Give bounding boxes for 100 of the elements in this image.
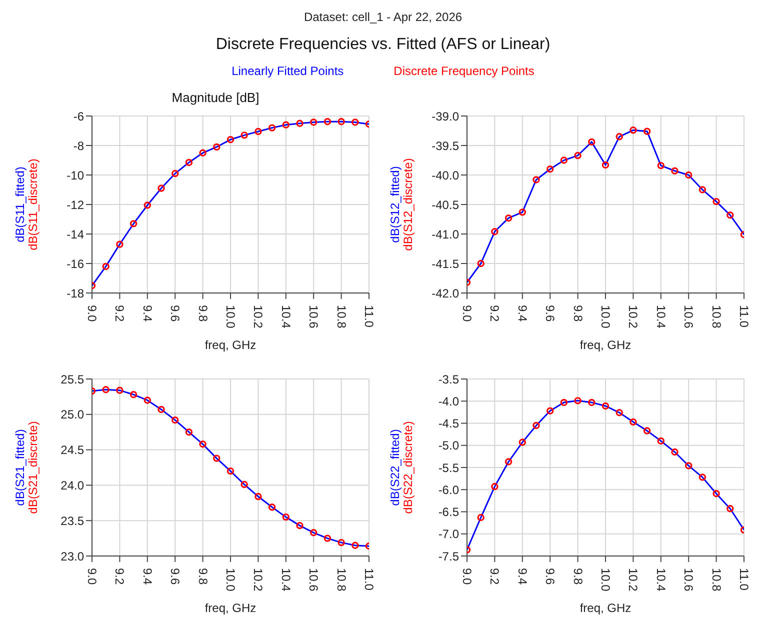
x-tick-label: 9.8 [196, 305, 210, 322]
point [698, 186, 706, 194]
point [518, 208, 526, 216]
text: Dataset: cell_1 - Apr 22, 2026 [302, 9, 464, 24]
point [352, 118, 359, 126]
y-tick-label: -8 [73, 138, 84, 153]
x-tick-label: 9.4 [140, 568, 154, 586]
point [199, 440, 206, 448]
x-tick-label: 11.0 [737, 568, 751, 591]
x-tick-label: 9.4 [140, 305, 154, 322]
point [338, 118, 345, 126]
point [560, 398, 568, 406]
point [158, 184, 165, 192]
text: Discrete Frequencies vs. Fitted (AFS or Linear) [214, 36, 552, 54]
x-tick-label: 10.0 [224, 305, 238, 329]
point [685, 462, 692, 470]
point [685, 171, 692, 179]
y-tick-label: 23.0 [60, 549, 84, 564]
point [102, 262, 110, 270]
point [254, 128, 262, 136]
point [616, 133, 623, 140]
point [643, 427, 651, 434]
point [130, 220, 138, 228]
point [185, 428, 193, 436]
x-tick-label: 10.4 [278, 568, 293, 592]
x-tick-label: 10.8 [709, 305, 724, 329]
x-tick-label: 9.2 [488, 305, 502, 322]
point [116, 386, 124, 394]
x-tick-label: 10.8 [334, 568, 348, 592]
point [144, 396, 151, 404]
y-tick-label: -7.5 [438, 549, 460, 564]
x-tick-label: 10.6 [682, 568, 696, 592]
point [296, 120, 304, 127]
point [712, 198, 720, 206]
x-tick-label: 10.6 [306, 305, 321, 329]
point [602, 161, 610, 169]
text: Discrete Frequency Points [394, 64, 534, 78]
text: Linearly Fitted Points [232, 64, 344, 78]
point [324, 118, 332, 126]
text: dB(S12_fitted) [388, 166, 402, 243]
point [630, 418, 637, 426]
x-tick-label: 11.0 [737, 305, 751, 328]
point [532, 422, 540, 430]
point [726, 505, 734, 512]
point [240, 480, 248, 488]
y-tick-label: -14 [66, 227, 84, 242]
x-tick-label: 9.2 [112, 305, 127, 322]
text: dB(S11_discrete) [26, 158, 40, 250]
x-tick-label: 11.0 [362, 568, 376, 591]
text: dB(S21_fitted) [13, 429, 27, 506]
x-tick-label: 9.8 [570, 568, 585, 586]
point [546, 166, 554, 173]
x-tick-label: 9.6 [543, 568, 558, 586]
point [491, 228, 498, 236]
point [477, 514, 484, 522]
point [324, 534, 332, 542]
x-tick-label: 10.0 [598, 305, 612, 329]
x-tick-label: 11.0 [362, 305, 376, 328]
point [504, 458, 512, 466]
y-tick-label: -12 [66, 198, 84, 212]
x-axis-title: freq, GHz [580, 338, 632, 352]
point [158, 406, 165, 414]
x-tick-label: 10.4 [654, 305, 668, 329]
y-tick-label: -4.0 [438, 394, 460, 408]
y-tick-label: -4.5 [438, 416, 460, 431]
x-tick-label: 10.8 [709, 568, 724, 592]
point [574, 397, 582, 404]
x-tick-label: 10.6 [306, 568, 321, 592]
x-tick-label: 9.6 [168, 305, 182, 322]
point [310, 529, 318, 536]
x-tick-label: 9.2 [112, 568, 127, 586]
point [518, 438, 526, 446]
point [199, 149, 206, 156]
y-tick-label: -5.0 [438, 438, 460, 453]
point [532, 176, 540, 184]
y-tick-label: -18 [66, 286, 84, 300]
point [726, 212, 734, 219]
point [282, 121, 290, 128]
x-tick-label: 10.4 [654, 568, 668, 592]
point [657, 437, 664, 445]
y-tick-label: -41.0 [432, 227, 460, 242]
y-tick-label: -7.0 [438, 527, 460, 542]
point [588, 138, 596, 146]
point [477, 260, 484, 268]
x-tick-label: 9.4 [515, 568, 530, 586]
point [616, 409, 623, 416]
y-tick-label: -6 [73, 109, 84, 124]
y-tick-label: 25.5 [60, 372, 84, 386]
y-tick-label: -39.5 [432, 138, 460, 153]
x-tick-label: 10.0 [224, 568, 238, 592]
y-tick-label: 23.5 [60, 514, 84, 528]
y-tick-label: 25.0 [60, 408, 84, 422]
point [130, 390, 138, 398]
y-tick-label: -42.0 [432, 286, 460, 300]
y-tick-label: -6.5 [438, 505, 460, 520]
x-tick-label: 9.6 [543, 305, 558, 322]
x-tick-label: 9.0 [85, 305, 99, 322]
point [643, 128, 651, 135]
y-tick-label: 24.5 [60, 443, 84, 458]
point [226, 467, 234, 475]
